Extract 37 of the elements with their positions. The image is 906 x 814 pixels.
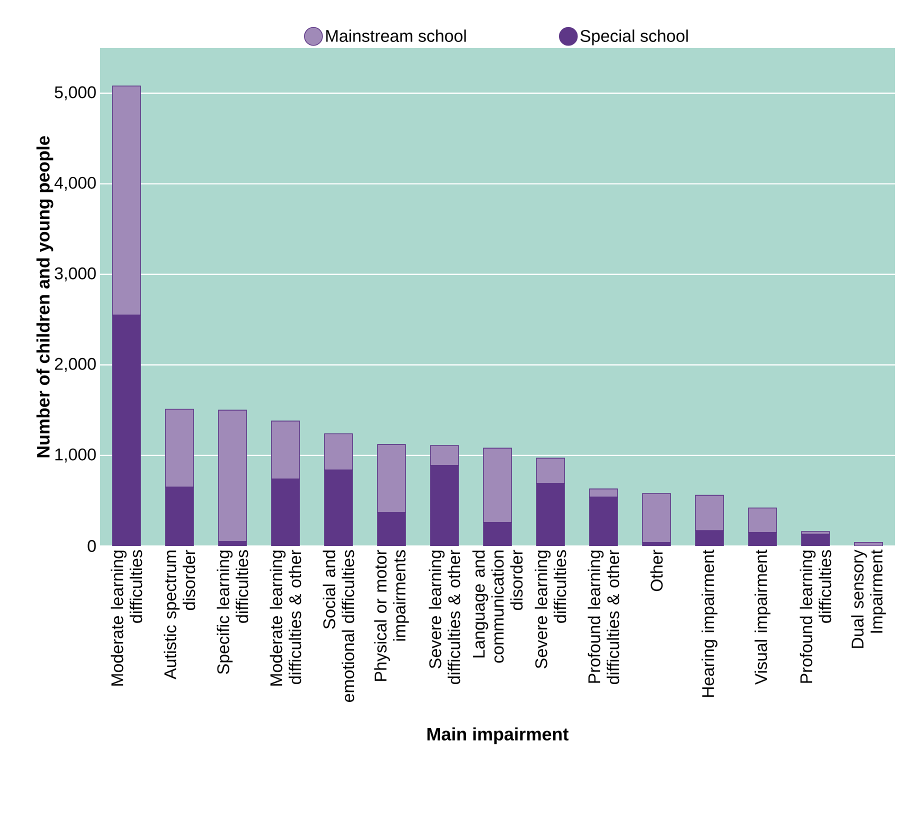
y-tick-label: 3,000 <box>54 267 96 282</box>
x-tick-label: Moderate learning difficulties <box>110 550 142 686</box>
x-tick-label: Autistic spectrum disorder <box>164 550 196 680</box>
y-tick-label: 4,000 <box>54 176 96 191</box>
bar <box>695 494 724 532</box>
x-tick-label: Visual impairment <box>754 550 770 685</box>
x-tick-label: Specific learning difficulties <box>216 550 248 674</box>
bar <box>218 410 247 542</box>
x-tick-label: Moderate learning difficulties & other <box>270 550 302 686</box>
x-tick-label: Severe learning difficulties & other <box>428 550 460 684</box>
bar <box>536 458 565 484</box>
x-tick-label: Hearing impairment <box>702 550 718 697</box>
x-tick-label: Dual sensory Impairment <box>851 550 886 648</box>
x-tick-label: Physical or motor impairments <box>374 550 409 681</box>
bar <box>430 445 459 466</box>
y-tick-label: 5,000 <box>54 86 96 100</box>
bar <box>377 444 406 513</box>
bar <box>165 408 194 488</box>
x-tick-label: Social and emotional difficulties <box>322 550 354 702</box>
y-tick-label: 1,000 <box>55 448 96 462</box>
x-tick-label: Profound learning difficulties <box>800 550 832 683</box>
bar <box>112 86 141 316</box>
bar <box>324 433 353 470</box>
y-tick-label: 2,000 <box>54 358 96 372</box>
bar <box>642 493 671 543</box>
bar <box>483 448 512 523</box>
x-axis-title: Main impairment <box>427 727 569 744</box>
x-tick-label: Other <box>650 550 663 592</box>
legend-label: Mainstream school <box>326 30 466 42</box>
bar <box>748 508 777 533</box>
bar <box>271 420 300 480</box>
y-axis-title: Number of children and young people <box>36 136 54 458</box>
x-tick-label: Severe learning difficulties <box>534 550 566 668</box>
y-tick-label: 0 <box>88 540 96 552</box>
x-tick-label: Language and communication disorder <box>472 550 523 663</box>
x-tick-label: Profound learning difficulties & other <box>588 550 620 684</box>
legend-label: Special school <box>580 30 688 46</box>
